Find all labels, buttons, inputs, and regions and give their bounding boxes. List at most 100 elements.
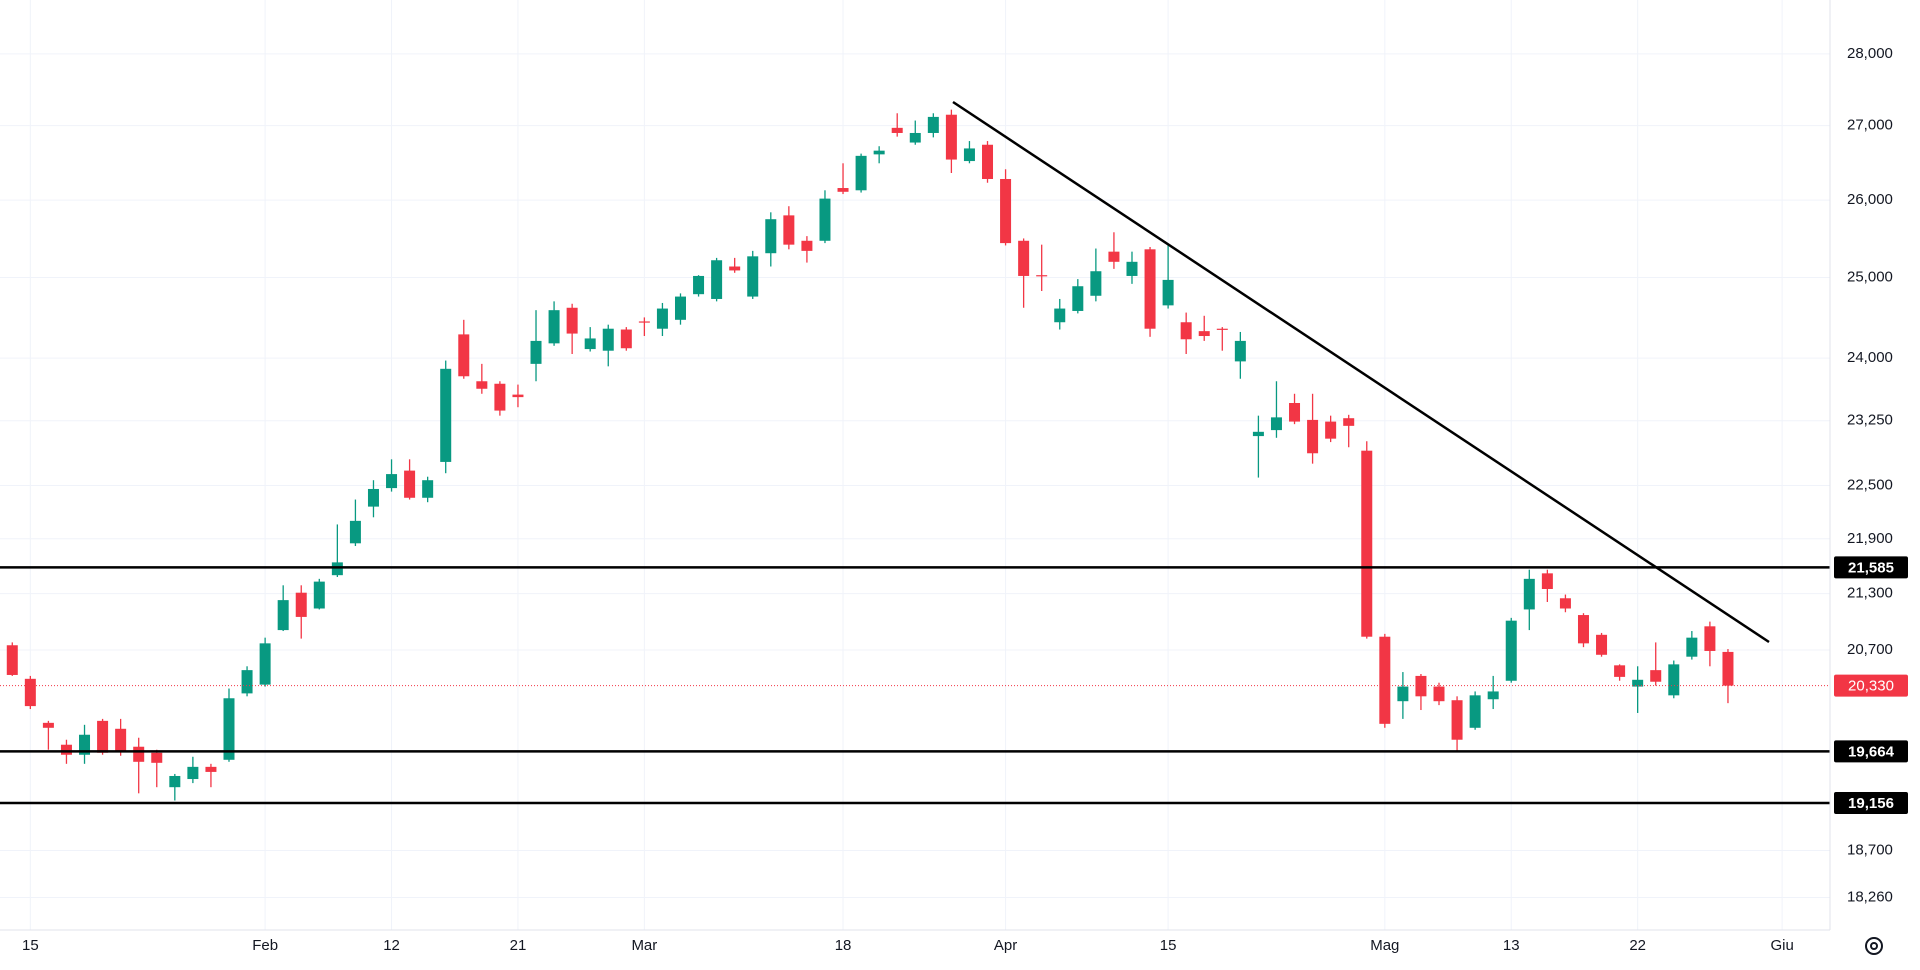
candle-body [1289,403,1301,422]
candle-body [1704,626,1716,651]
candle-body [638,321,650,323]
candle-body [1668,664,1680,696]
candle-body [512,394,524,398]
candle-body [187,766,199,780]
candle-body [729,266,741,271]
candle-body [1126,261,1138,276]
candle-body [1144,249,1156,329]
candle-body [1541,573,1553,589]
y-tick-label: 18,700 [1847,842,1893,859]
candle-body [1000,178,1012,244]
candle-body [693,275,705,295]
y-tick-label: 21,900 [1847,530,1893,547]
candle-body [1072,286,1084,311]
candle-body [1559,598,1571,609]
candle-body [1523,578,1535,610]
x-tick-label: Feb [252,937,278,954]
y-tick-label: 28,000 [1847,45,1893,62]
candle-body [1090,271,1102,296]
y-tick-label: 23,250 [1847,412,1893,429]
candle-body [205,766,217,772]
candle-body [927,116,939,133]
candle-body [1596,634,1608,655]
y-tick-label: 22,500 [1847,476,1893,493]
candle-body [295,592,307,617]
candle-body [747,256,759,297]
candle-body [783,215,795,245]
candle-body [1577,615,1589,644]
level-label: 19,156 [1848,795,1894,812]
candle-body [530,340,542,364]
candle-body [79,734,91,755]
candle-body [1614,665,1626,677]
candle-body [620,329,632,349]
candle-body [97,720,109,753]
candle-body [115,728,127,752]
candle-body [440,368,452,462]
candle-body [1686,637,1698,657]
candle-body [476,381,488,389]
candle-body [765,219,777,254]
candle-body [1216,328,1228,330]
candle-body [837,188,849,192]
candle-body [6,645,18,675]
level-label: 21,585 [1848,559,1894,576]
candle-body [1397,686,1409,702]
gear-inner[interactable] [1870,942,1878,950]
candle-body [801,240,813,251]
candle-body [1632,679,1644,687]
candle-body [602,328,614,351]
x-tick-label: Mar [631,937,657,954]
y-tick-label: 26,000 [1847,191,1893,208]
candle-body [1722,651,1734,686]
candle-body [873,150,885,155]
candle-body [42,722,54,728]
y-tick-label: 18,260 [1847,888,1893,905]
candle-body [909,132,921,143]
gear-outer[interactable] [1865,937,1883,955]
candle-body [223,698,235,760]
settings-icon[interactable] [1865,937,1883,955]
candle-body [1379,636,1391,724]
candle-body [656,308,668,329]
candle-body [1487,691,1499,700]
candle-body [1108,251,1120,262]
candle-body [1162,279,1174,306]
level-tag [1834,791,1908,814]
candle-body [1270,417,1282,431]
candle-body [1252,431,1264,437]
x-tick-label: 18 [835,937,852,954]
candle-body [404,470,416,498]
y-tick-label: 21,300 [1847,585,1893,602]
candle-body [151,752,163,763]
candle-body [1036,275,1048,277]
candle-body [891,127,903,133]
candle-body [566,307,578,334]
y-tick-label: 24,000 [1847,349,1893,366]
x-tick-label: 12 [383,937,400,954]
x-tick-label: Apr [994,937,1017,954]
candle-body [711,260,723,299]
candle-body [1018,240,1030,276]
candle-body [1433,686,1445,702]
candle-body [819,198,831,241]
candle-body [24,678,36,707]
x-tick-label: Mag [1370,937,1399,954]
y-tick-label: 25,000 [1847,269,1893,286]
level-tag [1834,740,1908,763]
candle-body [1469,695,1481,728]
candle-body [386,474,398,489]
candle-body [241,670,253,694]
candle-body [1650,670,1662,682]
candle-body [855,155,867,191]
candle-body [945,114,957,160]
x-tick-label: 21 [510,937,527,954]
candle-body [1361,450,1373,637]
y-tick-label: 27,000 [1847,117,1893,134]
candle-body [982,144,994,179]
trend-line [952,100,1770,644]
candle-body [1343,418,1355,426]
x-tick-label: 15 [1160,937,1177,954]
candle-body [133,746,145,762]
